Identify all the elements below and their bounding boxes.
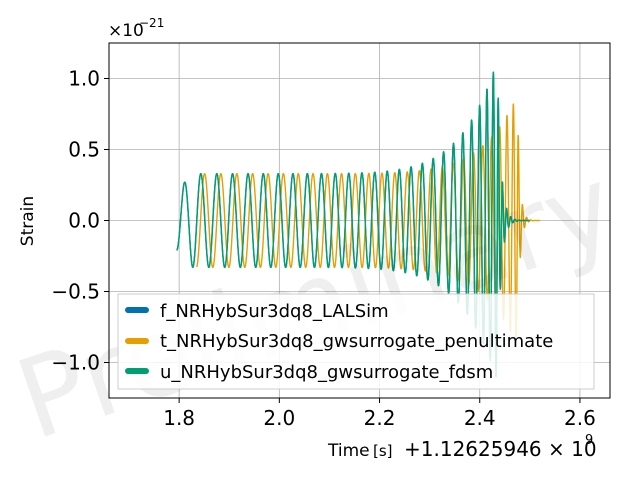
x-axis-label: Time [327, 441, 370, 461]
x-offset-label: +1.12625946 × 10 [404, 437, 597, 461]
x-tick-label: 2.2 [364, 406, 396, 430]
y-tick-label: 0.0 [68, 209, 100, 233]
y-axis-label: Strain [18, 196, 38, 246]
x-offset-exponent: 9 [585, 433, 593, 448]
series-line-2 [176, 71, 531, 378]
ticks: 1.8 2.0 2.2 2.4 2.6 −1.0 −0.5 0.0 0.5 1.0 [51, 67, 595, 431]
y-scale-label: ×10 −21 [108, 16, 164, 41]
x-tick-label: 2.6 [564, 406, 596, 430]
legend-box [117, 293, 595, 390]
y-tick-label: 1.0 [68, 67, 100, 91]
legend-entry-fdsm: u_NRHybSur3dq8_gwsurrogate_fdsm [160, 362, 493, 383]
y-scale-base: ×10 [108, 21, 144, 41]
x-axis-unit: [s] [373, 442, 393, 460]
x-tick-label: 2.0 [263, 406, 295, 430]
y-tick-label: −1.0 [51, 351, 100, 375]
legend: f_NRHybSur3dq8_LALSim t_NRHybSur3dq8_gws… [117, 293, 595, 390]
y-tick-label: 0.5 [68, 138, 100, 162]
legend-entry-lalsim: f_NRHybSur3dq8_LALSim [160, 301, 389, 322]
y-scale-exponent: −21 [139, 16, 164, 30]
x-tick-label: 1.8 [163, 406, 195, 430]
y-tick-label: −0.5 [51, 280, 100, 304]
legend-entry-penultimate: t_NRHybSur3dq8_gwsurrogate_penultimate [160, 331, 553, 352]
series-layer [176, 71, 541, 378]
series-line-1 [196, 103, 541, 344]
x-axis-label-group: Time [s] +1.12625946 × 10 9 [327, 433, 597, 461]
x-tick-label: 2.4 [464, 406, 496, 430]
